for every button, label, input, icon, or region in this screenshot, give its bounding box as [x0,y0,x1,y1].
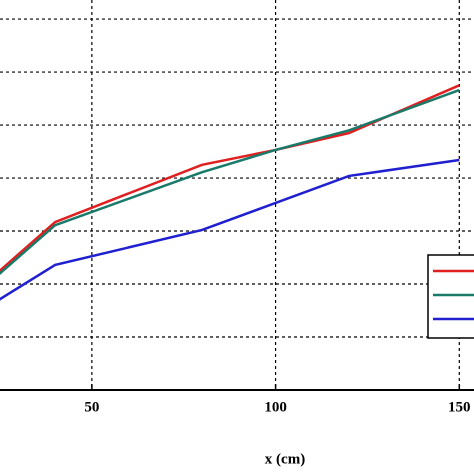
legend-box [427,254,474,339]
series-line [0,158,460,301]
x-tick-label: 150 [448,399,471,415]
series-line [0,88,460,275]
x-tick-label: 100 [264,399,287,415]
series-line [0,84,460,273]
x-tick-label: 50 [84,399,99,415]
x-axis-label: x (cm) [265,451,305,467]
plot-area [0,84,460,301]
